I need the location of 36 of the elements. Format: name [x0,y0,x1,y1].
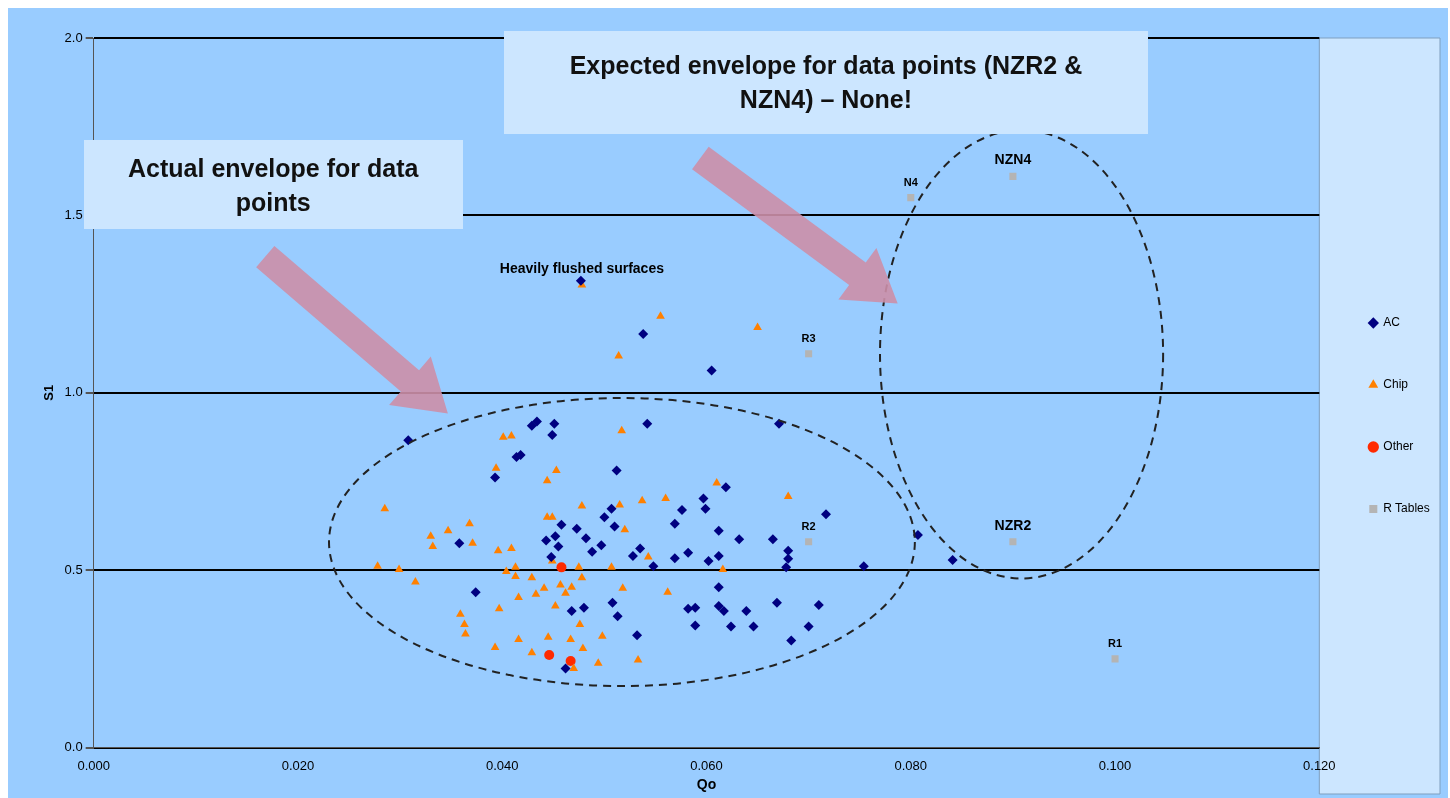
x-tick-label: 0.120 [1303,757,1336,773]
x-axis-title: Qo [696,776,717,793]
note-box: Expected envelope for data points (NZR2 & NZN4) – None! [504,30,1148,134]
legend-label: Chip [1383,377,1409,392]
annotation: R2 [801,520,816,533]
x-tick-label: 0.080 [894,757,928,773]
point [556,562,567,573]
legend-label: R Tables [1383,501,1430,516]
point [805,538,813,546]
annotation: NZR2 [994,516,1032,533]
point [805,350,813,358]
point [1009,172,1017,180]
y-tick-label: 0.5 [64,561,83,577]
y-tick-label: 1.5 [64,206,83,222]
annotation: N4 [903,176,919,189]
note-box: Actual envelope for data points [83,140,463,229]
x-tick-label: 0.060 [690,757,723,773]
legend-label: AC [1383,315,1401,330]
legend-label: Other [1383,439,1414,454]
x-tick-label: 0.100 [1098,757,1132,773]
y-tick-label: 0.0 [64,739,83,755]
point [544,650,555,660]
annotation: R3 [801,332,816,345]
x-tick-label: 0.040 [485,757,519,773]
y-tick-label: 2.0 [64,29,83,45]
point [907,194,915,202]
annotation: NZN4 [994,151,1032,168]
y-tick-label: 1.0 [64,384,83,400]
point [1111,655,1119,663]
annotation: R1 [1108,637,1123,650]
x-tick-label: 0.000 [77,757,110,773]
point [565,656,576,667]
x-tick-label: 0.020 [281,757,315,773]
annotation: Heavily flushed surfaces [499,259,665,276]
point [1009,538,1017,546]
y-axis-title: S1 [41,384,57,401]
